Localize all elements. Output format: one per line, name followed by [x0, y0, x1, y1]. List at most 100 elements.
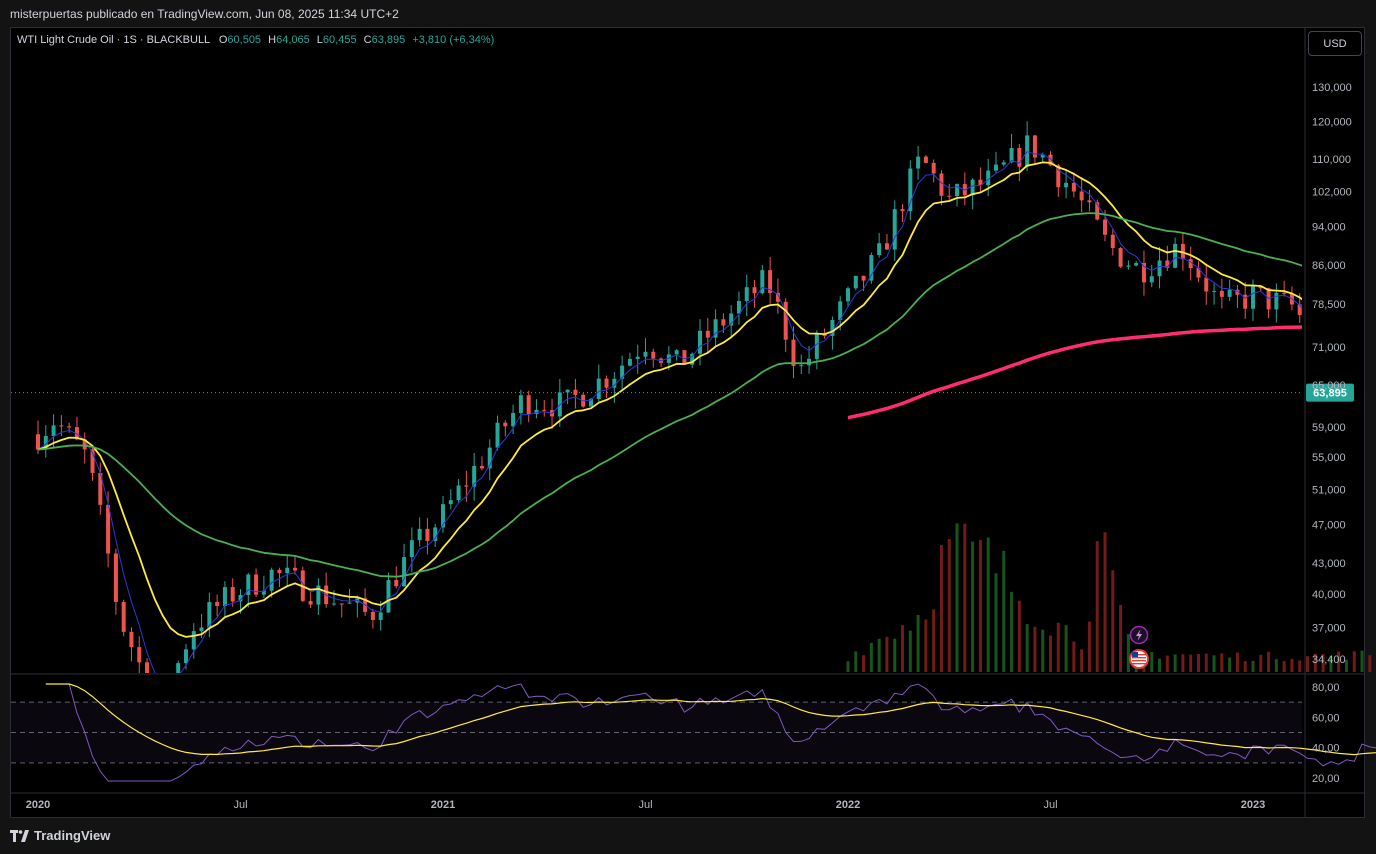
candle-body: [207, 602, 212, 628]
candle-body: [293, 567, 298, 571]
candle-body: [246, 574, 251, 595]
candle-body: [176, 663, 181, 673]
candle-body: [596, 378, 601, 400]
candle-body: [1087, 200, 1092, 203]
volume-bar: [1165, 655, 1169, 672]
candle-body: [955, 184, 960, 196]
candle-body: [472, 465, 477, 487]
currency-button[interactable]: USD: [1308, 31, 1362, 56]
price-tick-label: 40,000: [1312, 589, 1346, 601]
candle-body: [1219, 290, 1224, 297]
candle-body: [1227, 289, 1232, 297]
candle-body: [1040, 154, 1045, 158]
candle-body: [1103, 219, 1108, 235]
candle-body: [822, 334, 827, 336]
candle-body: [1352, 356, 1356, 361]
price-tick-label: 43,000: [1312, 558, 1346, 570]
candle-body: [612, 378, 617, 388]
candle-body: [698, 330, 703, 354]
candle-body: [931, 162, 936, 174]
candle-body: [947, 195, 952, 197]
candle-body: [620, 365, 625, 379]
flag-stripe: [1132, 657, 1146, 659]
candle-body: [67, 426, 72, 428]
candle-body: [908, 168, 913, 212]
time-axis: 2020Jul2021Jul2022Jul2023Jul2024Jul2025J…: [26, 799, 1265, 811]
candle-body: [993, 164, 998, 171]
candle-body: [682, 350, 687, 365]
volume-bar: [1212, 655, 1216, 672]
candle-body: [1025, 135, 1030, 167]
candle-body: [1032, 135, 1037, 158]
rsi-pane: [11, 683, 1376, 782]
flag-stripe: [1132, 663, 1146, 665]
candle-body: [666, 354, 671, 363]
price-axis: 130,000 120,000 110,000 102,000 94,000 86,000…: [1312, 82, 1352, 785]
candle-body: [51, 425, 56, 436]
volume-bar: [1220, 653, 1224, 672]
time-tick-label: 2020: [26, 799, 50, 811]
candle-body: [1017, 147, 1022, 167]
candle-body: [394, 580, 399, 587]
volume-bar: [1344, 659, 1348, 672]
candle-body: [1118, 248, 1123, 267]
volume-bar: [986, 537, 990, 672]
price-tick-label: 51,000: [1312, 485, 1346, 497]
candle-body: [869, 255, 874, 281]
event-icons: [1129, 625, 1149, 669]
candle-body: [269, 569, 274, 591]
rsi-tick-label: 40,00: [1312, 743, 1340, 755]
last-price-label: 63,895: [1313, 388, 1347, 400]
candle-body: [853, 275, 858, 289]
candle-body: [939, 173, 944, 196]
volume-bar: [1119, 605, 1123, 672]
price-tick-label: 86,000: [1312, 260, 1346, 272]
high-label: H: [268, 34, 277, 46]
volume-bar: [854, 651, 858, 672]
volume-bar: [1290, 658, 1294, 672]
time-tick-label: Jul: [1043, 799, 1057, 811]
candle-body: [285, 567, 290, 574]
flag-canton: [1132, 652, 1138, 657]
candle-body: [90, 449, 95, 473]
volume-bar: [1368, 655, 1372, 672]
candle-body: [1048, 154, 1053, 166]
candle-body: [409, 540, 414, 558]
price-tick-label: 120,000: [1312, 116, 1352, 128]
candle-body: [222, 587, 227, 606]
volume-bar: [1189, 654, 1193, 672]
candle-body: [339, 603, 344, 605]
candle-body: [254, 574, 259, 595]
candle-body: [1251, 286, 1255, 309]
tradingview-logo[interactable]: TradingView: [10, 828, 110, 843]
candle-body: [1344, 356, 1348, 364]
candle-body: [1329, 354, 1333, 361]
candle-body: [43, 435, 48, 450]
candle-body: [799, 365, 804, 367]
chart-frame[interactable]: [10, 27, 1365, 818]
candle-body: [518, 395, 523, 413]
close-label: C: [363, 34, 372, 46]
volume-bar: [893, 638, 897, 672]
moving-average-line: [847, 325, 1302, 420]
candle-body: [1360, 331, 1364, 362]
candle-body: [1110, 234, 1115, 249]
candle-body: [526, 395, 531, 414]
candle-body: [448, 500, 453, 505]
price-tick-label: 47,000: [1312, 520, 1346, 532]
volume-bar: [1041, 629, 1045, 672]
candle-body: [861, 275, 866, 281]
volume-bar: [1087, 621, 1091, 672]
candle-body: [1313, 332, 1317, 335]
candle-body: [830, 320, 835, 336]
open-label: O: [218, 34, 228, 46]
candle-body: [402, 557, 407, 587]
change-value: +3,810 (+6,34%): [412, 34, 495, 46]
candle-body: [370, 611, 375, 620]
candle-body: [651, 351, 656, 359]
volume-bars: [846, 523, 1372, 672]
candle-body: [347, 602, 352, 604]
rsi-line: [45, 683, 1376, 782]
candle-body: [760, 270, 765, 294]
